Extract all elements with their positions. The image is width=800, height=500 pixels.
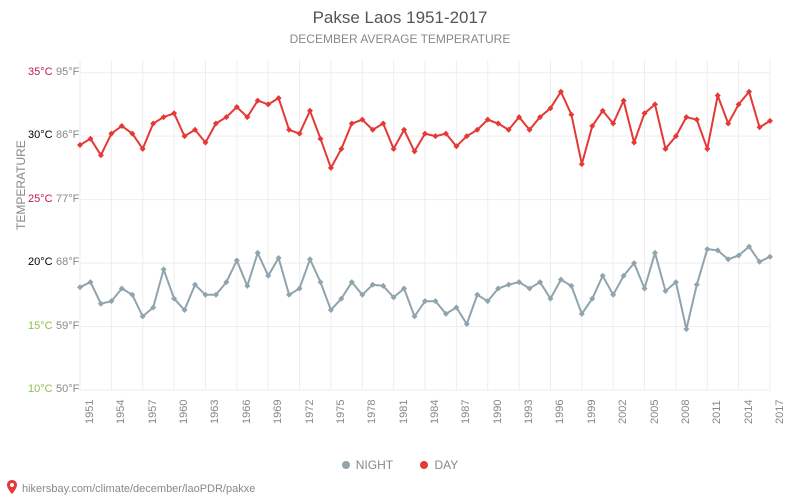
legend-dot-day	[420, 461, 428, 469]
xtick-year: 2005	[649, 400, 661, 424]
legend-item-day: DAY	[420, 458, 458, 472]
xtick-year: 1963	[209, 400, 221, 424]
xtick-year: 1993	[523, 400, 535, 424]
ytick-fahrenheit: 50°F	[56, 383, 79, 395]
legend-item-night: NIGHT	[342, 458, 393, 472]
xtick-year: 1966	[241, 400, 253, 424]
ytick-fahrenheit: 86°F	[56, 129, 79, 141]
map-pin-icon	[6, 480, 18, 497]
xtick-year: 2002	[617, 400, 629, 424]
xtick-year: 1969	[272, 400, 284, 424]
xtick-year: 1999	[586, 400, 598, 424]
xtick-year: 2014	[743, 400, 755, 424]
xtick-year: 1978	[366, 400, 378, 424]
legend-label-night: NIGHT	[356, 458, 393, 472]
source-footer: hikersbay.com/climate/december/laoPDR/pa…	[6, 480, 255, 497]
xtick-year: 2008	[680, 400, 692, 424]
xtick-year: 1987	[460, 400, 472, 424]
legend: NIGHT DAY	[0, 458, 800, 472]
ytick-celsius: 10°C	[28, 383, 53, 395]
legend-dot-night	[342, 461, 350, 469]
xtick-year: 1990	[492, 400, 504, 424]
ytick-fahrenheit: 77°F	[56, 193, 79, 205]
xtick-year: 1981	[398, 400, 410, 424]
ytick-fahrenheit: 68°F	[56, 256, 79, 268]
legend-label-day: DAY	[434, 458, 458, 472]
xtick-year: 1960	[178, 400, 190, 424]
ytick-fahrenheit: 95°F	[56, 66, 79, 78]
xtick-year: 2011	[711, 400, 723, 424]
xtick-year: 2017	[774, 400, 786, 424]
ytick-celsius: 30°C	[28, 129, 53, 141]
ytick-celsius: 35°C	[28, 66, 53, 78]
xtick-year: 1972	[304, 400, 316, 424]
xtick-year: 1957	[147, 400, 159, 424]
ytick-celsius: 25°C	[28, 193, 53, 205]
xtick-year: 1996	[554, 400, 566, 424]
ytick-celsius: 20°C	[28, 256, 53, 268]
xtick-year: 1975	[335, 400, 347, 424]
ytick-fahrenheit: 59°F	[56, 320, 79, 332]
line-chart	[0, 0, 800, 500]
xtick-year: 1984	[429, 400, 441, 424]
xtick-year: 1954	[115, 400, 127, 424]
xtick-year: 1951	[84, 400, 96, 424]
source-url: hikersbay.com/climate/december/laoPDR/pa…	[22, 483, 255, 495]
ytick-celsius: 15°C	[28, 320, 53, 332]
